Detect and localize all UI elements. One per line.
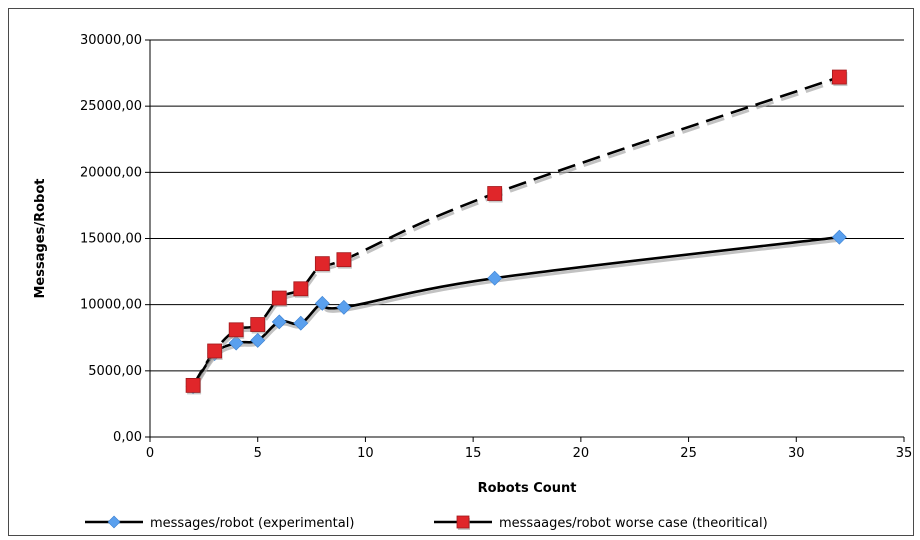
grid-layer — [150, 39, 904, 438]
y-tick-label: 0,00 — [113, 430, 142, 445]
data-point — [271, 314, 287, 330]
legend-marker-experimental — [107, 515, 121, 529]
y-tick-label: 30000,00 — [80, 33, 142, 48]
data-point — [336, 252, 352, 268]
data-point — [831, 229, 847, 245]
x-tick-label: 35 — [896, 446, 913, 461]
y-tick-label: 5000,00 — [88, 364, 142, 379]
series-line — [191, 75, 840, 387]
data-point — [293, 315, 309, 331]
legend-label-experimental: messages/robot (experimental) — [150, 516, 354, 531]
x-tick-label: 10 — [357, 446, 374, 461]
legend-label-theoretical: messaages/robot worse case (theoritical) — [499, 516, 768, 531]
y-tick-label: 10000,00 — [80, 298, 142, 313]
data-point — [314, 295, 330, 311]
data-point — [250, 317, 266, 332]
data-point — [336, 299, 352, 315]
data-point — [831, 69, 847, 85]
y-tick-label: 15000,00 — [80, 232, 142, 247]
legend-marker-shape — [456, 515, 470, 529]
y-tick-label: 20000,00 — [80, 165, 142, 180]
x-tick-label: 30 — [788, 446, 805, 461]
data-point — [185, 377, 201, 393]
x-tick-label: 5 — [254, 446, 262, 461]
series-layer — [185, 69, 848, 395]
legend: messages/robot (experimental) messaages/… — [85, 515, 768, 531]
chart-frame — [8, 8, 914, 536]
data-point — [228, 335, 244, 351]
x-tick-label: 25 — [680, 446, 697, 461]
series-line-shadow — [192, 238, 841, 391]
axis-layer: 0,00 5000,00 10000,00 15000,00 20000,00 25000… — [80, 33, 912, 461]
data-point — [487, 186, 503, 201]
series-line-shadow — [192, 78, 841, 390]
series-1 — [185, 69, 848, 395]
data-point — [293, 281, 309, 297]
data-point — [314, 256, 330, 272]
series-0 — [185, 229, 847, 395]
data-point — [250, 332, 266, 348]
y-tick-label: 25000,00 — [80, 99, 142, 114]
series-line — [191, 235, 840, 388]
legend-marker-shape — [107, 515, 121, 529]
x-tick-label: 20 — [573, 446, 590, 461]
data-point — [271, 290, 287, 306]
x-tick-label: 0 — [146, 446, 154, 461]
x-axis-title: Robots Count — [478, 481, 577, 496]
data-point — [228, 322, 244, 338]
data-point — [207, 343, 223, 359]
legend-marker-theoretical — [456, 515, 470, 530]
x-tick-label: 15 — [465, 446, 482, 461]
y-axis-title: Messages/Robot — [33, 178, 48, 298]
data-point — [487, 270, 503, 286]
